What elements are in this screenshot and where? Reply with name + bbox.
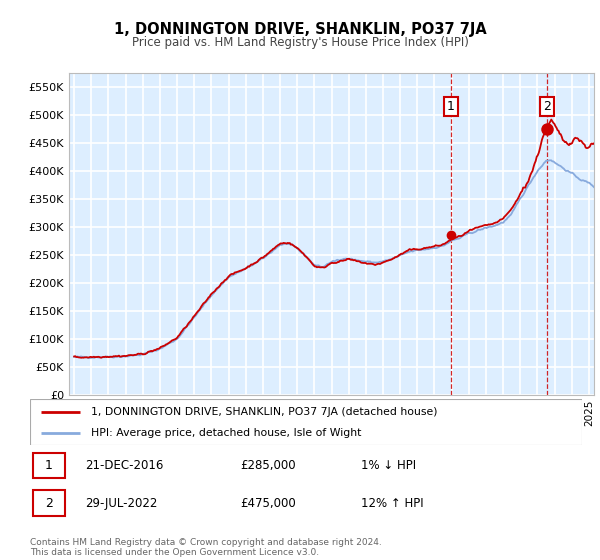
Text: £475,000: £475,000 (240, 497, 296, 510)
Text: 1: 1 (447, 100, 455, 113)
Text: 2: 2 (45, 497, 53, 510)
Bar (33, 452, 65, 478)
Text: 29-JUL-2022: 29-JUL-2022 (85, 497, 158, 510)
Text: 21-DEC-2016: 21-DEC-2016 (85, 459, 164, 472)
Text: 2: 2 (543, 100, 551, 113)
Text: £285,000: £285,000 (240, 459, 295, 472)
Bar (33, 491, 65, 516)
Text: Contains HM Land Registry data © Crown copyright and database right 2024.
This d: Contains HM Land Registry data © Crown c… (30, 538, 382, 557)
Text: 1: 1 (45, 459, 53, 472)
Text: 1, DONNINGTON DRIVE, SHANKLIN, PO37 7JA (detached house): 1, DONNINGTON DRIVE, SHANKLIN, PO37 7JA … (91, 407, 437, 417)
Text: 1% ↓ HPI: 1% ↓ HPI (361, 459, 416, 472)
Text: Price paid vs. HM Land Registry's House Price Index (HPI): Price paid vs. HM Land Registry's House … (131, 36, 469, 49)
Text: 1, DONNINGTON DRIVE, SHANKLIN, PO37 7JA: 1, DONNINGTON DRIVE, SHANKLIN, PO37 7JA (113, 22, 487, 38)
Text: HPI: Average price, detached house, Isle of Wight: HPI: Average price, detached house, Isle… (91, 428, 361, 438)
Text: 12% ↑ HPI: 12% ↑ HPI (361, 497, 424, 510)
